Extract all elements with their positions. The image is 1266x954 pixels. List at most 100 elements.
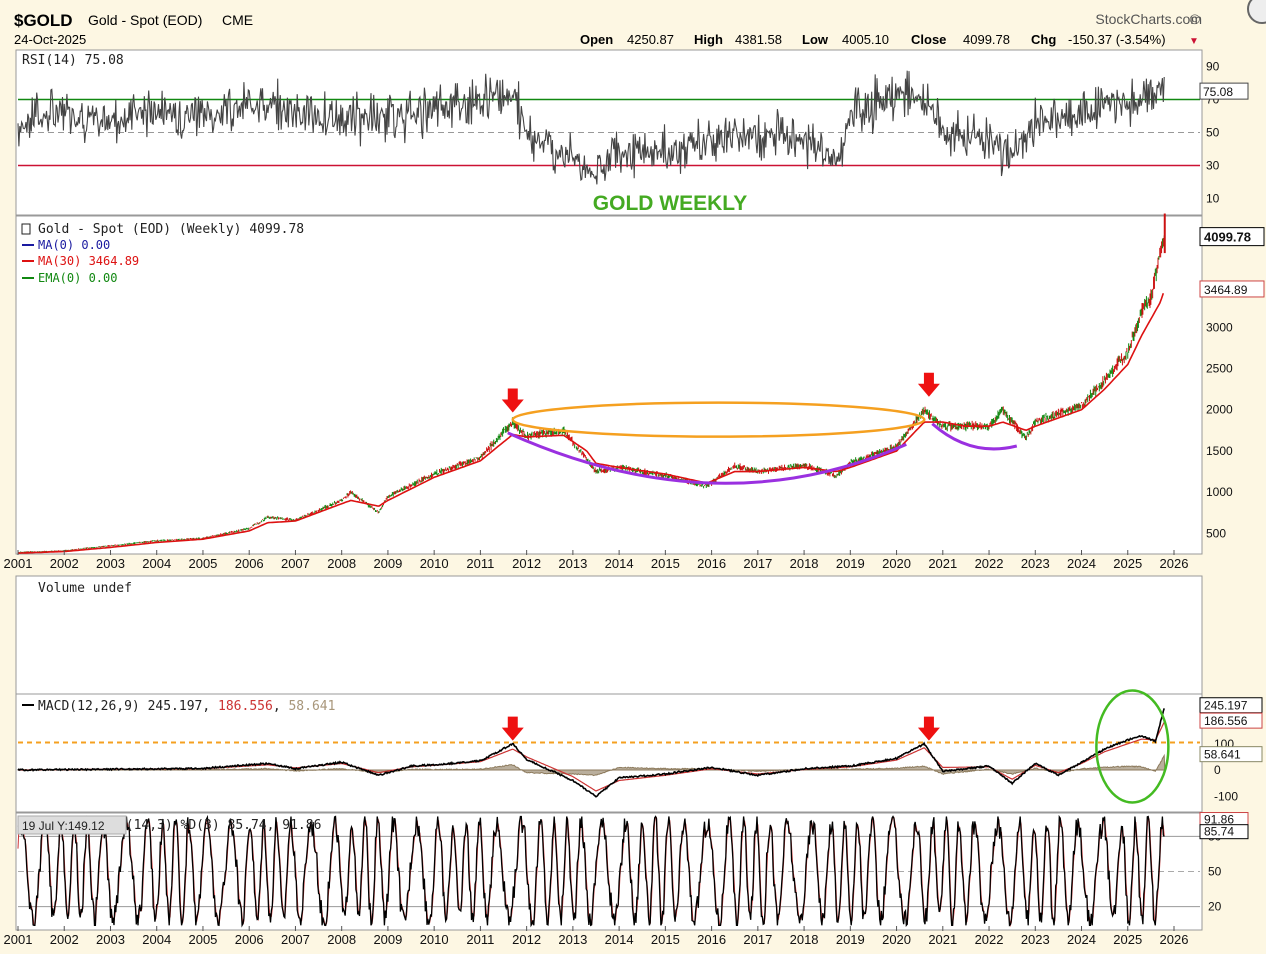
- x-tick-label: 2012: [512, 556, 541, 571]
- rsi-line: [17, 70, 1165, 185]
- price-tick-label: 2500: [1206, 362, 1233, 376]
- price-legend-main: Gold - Spot (EOD) (Weekly) 4099.78: [38, 222, 304, 237]
- x-tick-label: 2026: [1160, 932, 1189, 947]
- macd-red-arrow-2011-icon: [501, 716, 524, 741]
- x-tick-label: 2023: [1021, 556, 1050, 571]
- annotation-title: GOLD WEEKLY: [593, 192, 747, 215]
- macd-tick-label: 0: [1214, 763, 1221, 777]
- resistance-ellipse: [511, 401, 926, 438]
- price-tick-label: 3000: [1206, 320, 1233, 334]
- rsi-tick-label: 30: [1206, 159, 1220, 173]
- rsi-series-group: 907050301075.08: [17, 60, 1249, 206]
- last-price-label: 4099.78: [1204, 230, 1251, 245]
- price-series-group: 500 1000 1500 2000 2500 3000 4099.78 3464.89: [17, 213, 1265, 554]
- price-legend-swatches: [21, 223, 34, 279]
- last-price-box: [1199, 227, 1265, 247]
- price-legend-ma30: MA(30) 3464.89: [38, 254, 139, 268]
- open-label: Open: [580, 32, 613, 47]
- macd-legend-signal: 186.556: [218, 699, 273, 714]
- x-tick-label: 2007: [281, 556, 310, 571]
- rsi-legend-value: 75.08: [85, 53, 124, 68]
- x-tick-label: 2024: [1067, 932, 1096, 947]
- x-tick-label: 2006: [235, 932, 264, 947]
- macd-panel: [15, 693, 1203, 813]
- x-tick-label: 2022: [975, 932, 1004, 947]
- x-tick-label: 2008: [327, 556, 356, 571]
- ohlc-readout: Open 4250.87 High 4381.58 Low 4005.10 Cl…: [580, 32, 1199, 47]
- chg-label: Chg: [1031, 32, 1056, 47]
- close-value: 4099.78: [963, 32, 1010, 47]
- x-tick-label: 2021: [928, 556, 957, 571]
- macd-signal-last-value-box: [1199, 712, 1263, 729]
- macd-legend-label: MACD(12,26,9): [38, 699, 140, 714]
- macd-signal-last-value: 186.556: [1204, 714, 1248, 728]
- x-tick-label: 2001: [4, 556, 33, 571]
- menu-circle-icon[interactable]: [1247, 0, 1266, 24]
- stoch-tooltip: 19 Jul Y:149.12: [22, 819, 105, 833]
- x-tick-label: 2019: [836, 932, 865, 947]
- x-tick-label: 2015: [651, 556, 680, 571]
- x-tick-label: 2008: [327, 932, 356, 947]
- price-legend-ma0: MA(0) 0.00: [38, 238, 110, 252]
- x-tick-label: 2002: [50, 556, 79, 571]
- chart-date: 24-Oct-2025: [14, 32, 86, 47]
- macd-tick-label: -100: [1214, 789, 1238, 803]
- volume-legend: Volume undef: [38, 581, 132, 596]
- price-tick-label: 1500: [1206, 444, 1233, 458]
- x-tick-label: 2011: [466, 932, 494, 947]
- x-tick-label: 2005: [188, 932, 217, 947]
- x-tick-label: 2018: [790, 932, 819, 947]
- macd-highlight-circle: [1095, 689, 1170, 804]
- x-tick-label: 2017: [743, 556, 772, 571]
- x-axis-top: 2001 2002 2003 2004 2005 2006 2007 2008 2009 2010…: [4, 550, 1189, 571]
- cup-arc: [507, 431, 907, 485]
- x-axis-bottom: 2001 2002 2003 2004 2005 2006 2007 2008 2009 2010…: [4, 926, 1189, 947]
- high-value: 4381.58: [735, 32, 782, 47]
- x-tick-label: 2021: [928, 932, 957, 947]
- brand-name: StockCharts.com: [1095, 11, 1202, 27]
- macd-arrows: [501, 716, 940, 741]
- x-tick-label: 2014: [605, 556, 634, 571]
- x-tick-label: 2011: [466, 556, 494, 571]
- chg-down-arrow-icon: ▼: [1189, 36, 1199, 47]
- macd-hist-last-value-box: [1199, 746, 1263, 763]
- x-tick-label: 2020: [882, 556, 911, 571]
- price-tick-label: 2000: [1206, 403, 1233, 417]
- rsi-tick-label: 10: [1206, 192, 1220, 206]
- x-tick-label: 2003: [96, 556, 125, 571]
- x-tick-label: 2015: [651, 932, 680, 947]
- x-tick-label: 2025: [1113, 932, 1142, 947]
- stoch-tooltip-box: [17, 815, 127, 835]
- x-tick-label: 2023: [1021, 932, 1050, 947]
- close-label: Close: [911, 32, 946, 47]
- red-arrow-2011-icon: [501, 388, 524, 413]
- ma30-value-box: [1199, 280, 1265, 298]
- macd-legend: MACD(12,26,9) 245.197, 186.556, 58.641: [38, 699, 335, 714]
- high-label: High: [694, 32, 723, 47]
- macd-legend-value: 245.197: [148, 699, 203, 714]
- brand-logo: ©: [1190, 11, 1201, 27]
- rsi-last-value: 75.08: [1203, 85, 1233, 99]
- x-tick-label: 2026: [1160, 556, 1189, 571]
- price-tick-label: 500: [1206, 526, 1226, 540]
- x-tick-label: 2005: [188, 556, 217, 571]
- x-tick-label: 2007: [281, 932, 310, 947]
- rsi-tick-label: 50: [1206, 126, 1220, 140]
- x-tick-label: 2009: [373, 932, 402, 947]
- price-legend-ema0: EMA(0) 0.00: [38, 271, 117, 285]
- open-value: 4250.87: [627, 32, 674, 47]
- instrument-name: Gold - Spot (EOD): [88, 12, 202, 28]
- rsi-legend-label: RSI(14): [22, 53, 77, 68]
- x-tick-label: 2025: [1113, 556, 1142, 571]
- stoch-tick-label: 50: [1208, 865, 1222, 879]
- macd-histogram: [17, 753, 1166, 777]
- x-tick-label: 2018: [790, 556, 819, 571]
- x-tick-label: 2013: [558, 932, 587, 947]
- x-tick-label: 2009: [373, 556, 402, 571]
- x-tick-label: 2014: [605, 932, 634, 947]
- x-tick-label: 2004: [142, 932, 171, 947]
- ticker-symbol: $GOLD: [14, 11, 73, 30]
- x-tick-label: 2012: [512, 932, 541, 947]
